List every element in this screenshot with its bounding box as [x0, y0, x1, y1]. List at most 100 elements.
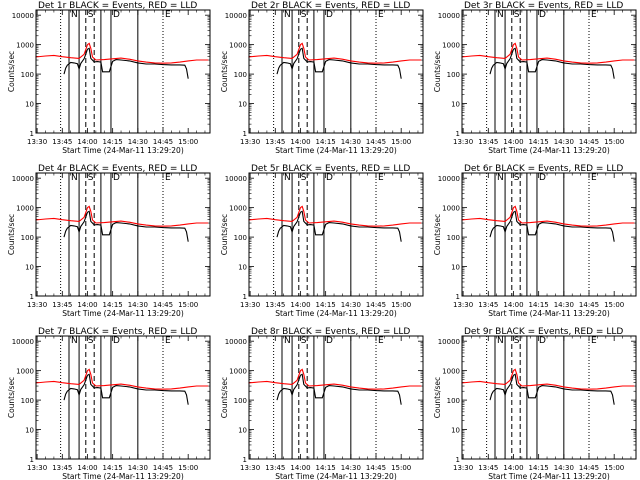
- x-tick-label: 13:30: [240, 464, 260, 472]
- x-tick-label: 13:45: [478, 138, 498, 146]
- events-series-line: [489, 210, 615, 242]
- lld-series-line: [35, 368, 209, 390]
- y-tick-label: 1000: [442, 368, 460, 376]
- events-series-line: [489, 47, 615, 79]
- y-tick-label: 1: [243, 456, 247, 464]
- marker-label: N: [497, 10, 504, 20]
- x-tick-label: 13:45: [478, 301, 498, 309]
- marker-label: S: [514, 10, 520, 20]
- x-tick-label: 14:45: [366, 464, 386, 472]
- x-tick-label: 14:00: [290, 138, 310, 146]
- panel-title: Det 9r BLACK = Events, RED = LLD: [464, 327, 623, 337]
- lld-series-line: [248, 368, 422, 390]
- y-tick-label: 1: [456, 130, 460, 138]
- x-tick-label: 14:45: [579, 464, 599, 472]
- events-series-line: [276, 373, 402, 405]
- marker-label: S: [88, 173, 94, 183]
- y-tick-label: 10000: [225, 175, 247, 183]
- x-tick-label: 14:30: [128, 464, 148, 472]
- plot-frame: [35, 172, 211, 297]
- x-tick-label: 14:45: [153, 464, 173, 472]
- y-tick-label: 1000: [229, 368, 247, 376]
- x-tick-label: 15:00: [178, 138, 198, 146]
- y-tick-label: 1000: [442, 205, 460, 213]
- x-tick-label: 15:00: [604, 138, 624, 146]
- panel-title: Det 6r BLACK = Events, RED = LLD: [464, 164, 623, 174]
- y-tick-label: 10000: [225, 338, 247, 346]
- marker-label: S: [514, 336, 520, 346]
- x-tick-label: 13:30: [453, 301, 473, 309]
- x-tick-label: 14:15: [529, 138, 549, 146]
- y-tick-label: 1: [243, 130, 247, 138]
- marker-label: S: [88, 10, 94, 20]
- y-tick-label: 100: [21, 397, 34, 405]
- y-axis-label: Counts/sec: [7, 51, 16, 92]
- marker-label: E: [165, 10, 171, 20]
- lld-series-line: [248, 205, 422, 227]
- x-tick-label: 14:30: [554, 464, 574, 472]
- marker-label: E: [591, 173, 597, 183]
- marker-label: D: [113, 336, 120, 346]
- x-tick-label: 14:00: [503, 138, 523, 146]
- y-tick-label: 10: [451, 427, 460, 435]
- y-tick-label: 10000: [12, 338, 34, 346]
- x-axis-label: Start Time (24-Mar-11 13:29:20): [275, 146, 397, 155]
- marker-label: E: [165, 173, 171, 183]
- x-axis-label: Start Time (24-Mar-11 13:29:20): [62, 309, 184, 318]
- marker-label: N: [71, 336, 78, 346]
- y-tick-label: 1: [30, 456, 34, 464]
- y-tick-label: 100: [447, 71, 460, 79]
- y-tick-label: 100: [234, 71, 247, 79]
- x-tick-label: 13:45: [52, 138, 72, 146]
- plot-frame: [461, 172, 637, 297]
- marker-label: S: [301, 336, 307, 346]
- y-tick-label: 100: [234, 397, 247, 405]
- lld-series-line: [248, 42, 422, 64]
- x-tick-label: 14:15: [103, 301, 123, 309]
- y-tick-label: 10: [25, 264, 34, 272]
- x-tick-label: 14:15: [103, 464, 123, 472]
- events-series-line: [63, 210, 189, 242]
- x-tick-label: 14:30: [128, 301, 148, 309]
- y-tick-label: 10000: [12, 175, 34, 183]
- y-axis-label: Counts/sec: [433, 377, 442, 418]
- x-tick-label: 14:30: [554, 138, 574, 146]
- events-series-line: [63, 373, 189, 405]
- plot-frame: [248, 335, 424, 460]
- x-tick-label: 15:00: [391, 138, 411, 146]
- y-tick-label: 10: [25, 427, 34, 435]
- x-tick-label: 14:15: [529, 301, 549, 309]
- plot-frame: [248, 172, 424, 297]
- x-axis-label: Start Time (24-Mar-11 13:29:20): [62, 472, 184, 480]
- events-series-line: [489, 373, 615, 405]
- x-tick-label: 15:00: [604, 301, 624, 309]
- y-tick-label: 10000: [225, 12, 247, 20]
- plot-frame: [248, 9, 424, 134]
- marker-label: D: [539, 336, 546, 346]
- y-tick-label: 10: [25, 101, 34, 109]
- y-axis-label: Counts/sec: [220, 377, 229, 418]
- x-axis-label: Start Time (24-Mar-11 13:29:20): [275, 472, 397, 480]
- marker-label: E: [591, 336, 597, 346]
- y-tick-label: 10000: [438, 12, 460, 20]
- x-tick-label: 14:45: [153, 301, 173, 309]
- x-tick-label: 14:00: [290, 464, 310, 472]
- y-tick-label: 10: [451, 264, 460, 272]
- x-tick-label: 14:30: [128, 138, 148, 146]
- y-tick-label: 1: [456, 456, 460, 464]
- events-series-line: [276, 47, 402, 79]
- marker-label: D: [539, 10, 546, 20]
- x-tick-label: 13:45: [478, 464, 498, 472]
- panel-title: Det 1r BLACK = Events, RED = LLD: [38, 1, 197, 11]
- x-tick-label: 13:30: [453, 138, 473, 146]
- x-tick-label: 15:00: [178, 464, 198, 472]
- x-tick-label: 13:45: [52, 464, 72, 472]
- x-tick-label: 14:30: [554, 301, 574, 309]
- x-tick-label: 14:30: [341, 301, 361, 309]
- marker-label: S: [88, 336, 94, 346]
- x-tick-label: 13:30: [240, 301, 260, 309]
- marker-label: D: [539, 173, 546, 183]
- lld-series-line: [461, 368, 635, 390]
